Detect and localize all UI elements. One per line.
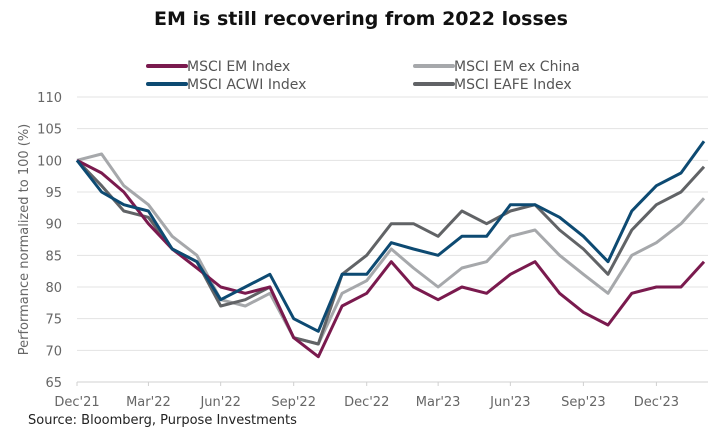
series-line bbox=[76, 152, 706, 346]
series-line bbox=[75, 140, 706, 333]
y-tick-label: 75 bbox=[45, 313, 62, 328]
x-tick-label: Jun'23 bbox=[489, 395, 530, 410]
y-tick-label: 110 bbox=[37, 91, 62, 106]
x-tick-label: Mar'22 bbox=[126, 395, 171, 410]
x-tick-label: Jun'22 bbox=[199, 395, 240, 410]
y-tick-label: 80 bbox=[45, 281, 62, 296]
y-axis-label: Performance normalized to 100 (%) bbox=[17, 124, 32, 356]
x-tick-label: Sep'23 bbox=[561, 395, 606, 410]
x-tick-label: Dec'23 bbox=[634, 395, 679, 410]
x-tick-label: Mar'23 bbox=[416, 395, 461, 410]
chart-title: EM is still recovering from 2022 losses bbox=[154, 8, 568, 30]
x-tick-label: Sep'22 bbox=[271, 395, 316, 410]
legend-label: MSCI EM Index bbox=[187, 59, 290, 75]
legend-label: MSCI EM ex China bbox=[454, 59, 580, 75]
y-tick-label: 65 bbox=[45, 376, 62, 391]
source-note: Source: Bloomberg, Purpose Investments bbox=[28, 413, 297, 428]
y-tick-label: 85 bbox=[45, 249, 62, 264]
y-tick-label: 105 bbox=[37, 123, 62, 138]
x-tick-label: Dec'22 bbox=[344, 395, 389, 410]
x-tick-label: Dec'21 bbox=[54, 395, 99, 410]
series-line bbox=[76, 158, 706, 359]
y-tick-label: 95 bbox=[45, 186, 62, 201]
y-tick-label: 100 bbox=[37, 154, 62, 169]
y-tick-label: 70 bbox=[45, 344, 62, 359]
legend-label: MSCI ACWI Index bbox=[187, 77, 306, 93]
y-tick-label: 90 bbox=[45, 218, 62, 233]
legend-label: MSCI EAFE Index bbox=[454, 77, 572, 93]
